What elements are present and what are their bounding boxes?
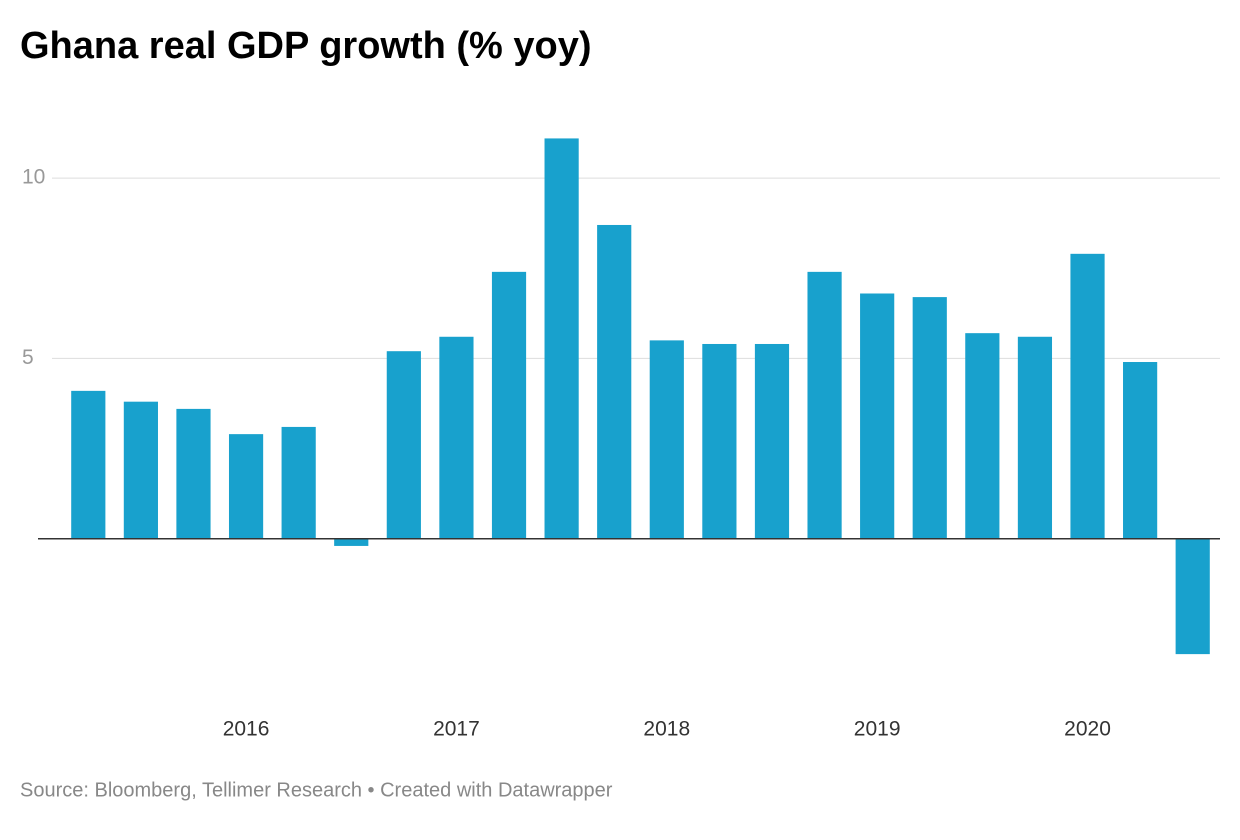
y-tick-label: 10 xyxy=(22,166,45,189)
bar xyxy=(228,434,264,539)
bar xyxy=(71,390,106,539)
bar xyxy=(176,408,211,539)
bar xyxy=(386,351,421,539)
x-tick-label: 2016 xyxy=(223,718,270,741)
bar xyxy=(1175,538,1210,655)
bar xyxy=(912,297,947,539)
x-tick-label: 2018 xyxy=(643,718,690,741)
bar xyxy=(491,271,527,539)
y-tick-label: 5 xyxy=(22,346,34,369)
bar xyxy=(754,343,790,539)
bar xyxy=(544,138,579,539)
x-tick-label: 2020 xyxy=(1064,718,1111,741)
source: Source: Bloomberg, Tellimer Research • C… xyxy=(20,779,613,801)
bar xyxy=(1070,253,1105,539)
bar xyxy=(597,224,632,539)
bar xyxy=(281,426,316,539)
chart-title: Ghana real GDP growth (% yoy) xyxy=(20,25,592,67)
bar xyxy=(334,538,369,546)
x-tick-label: 2017 xyxy=(433,718,480,741)
bar xyxy=(123,401,158,539)
bar xyxy=(439,336,474,539)
bar xyxy=(649,340,684,539)
x-tick-label: 2019 xyxy=(854,718,901,741)
bar xyxy=(807,271,842,539)
bar xyxy=(965,333,1000,539)
bar xyxy=(702,343,737,539)
bar xyxy=(1017,336,1053,539)
bar xyxy=(860,293,895,539)
bar xyxy=(1123,362,1158,539)
